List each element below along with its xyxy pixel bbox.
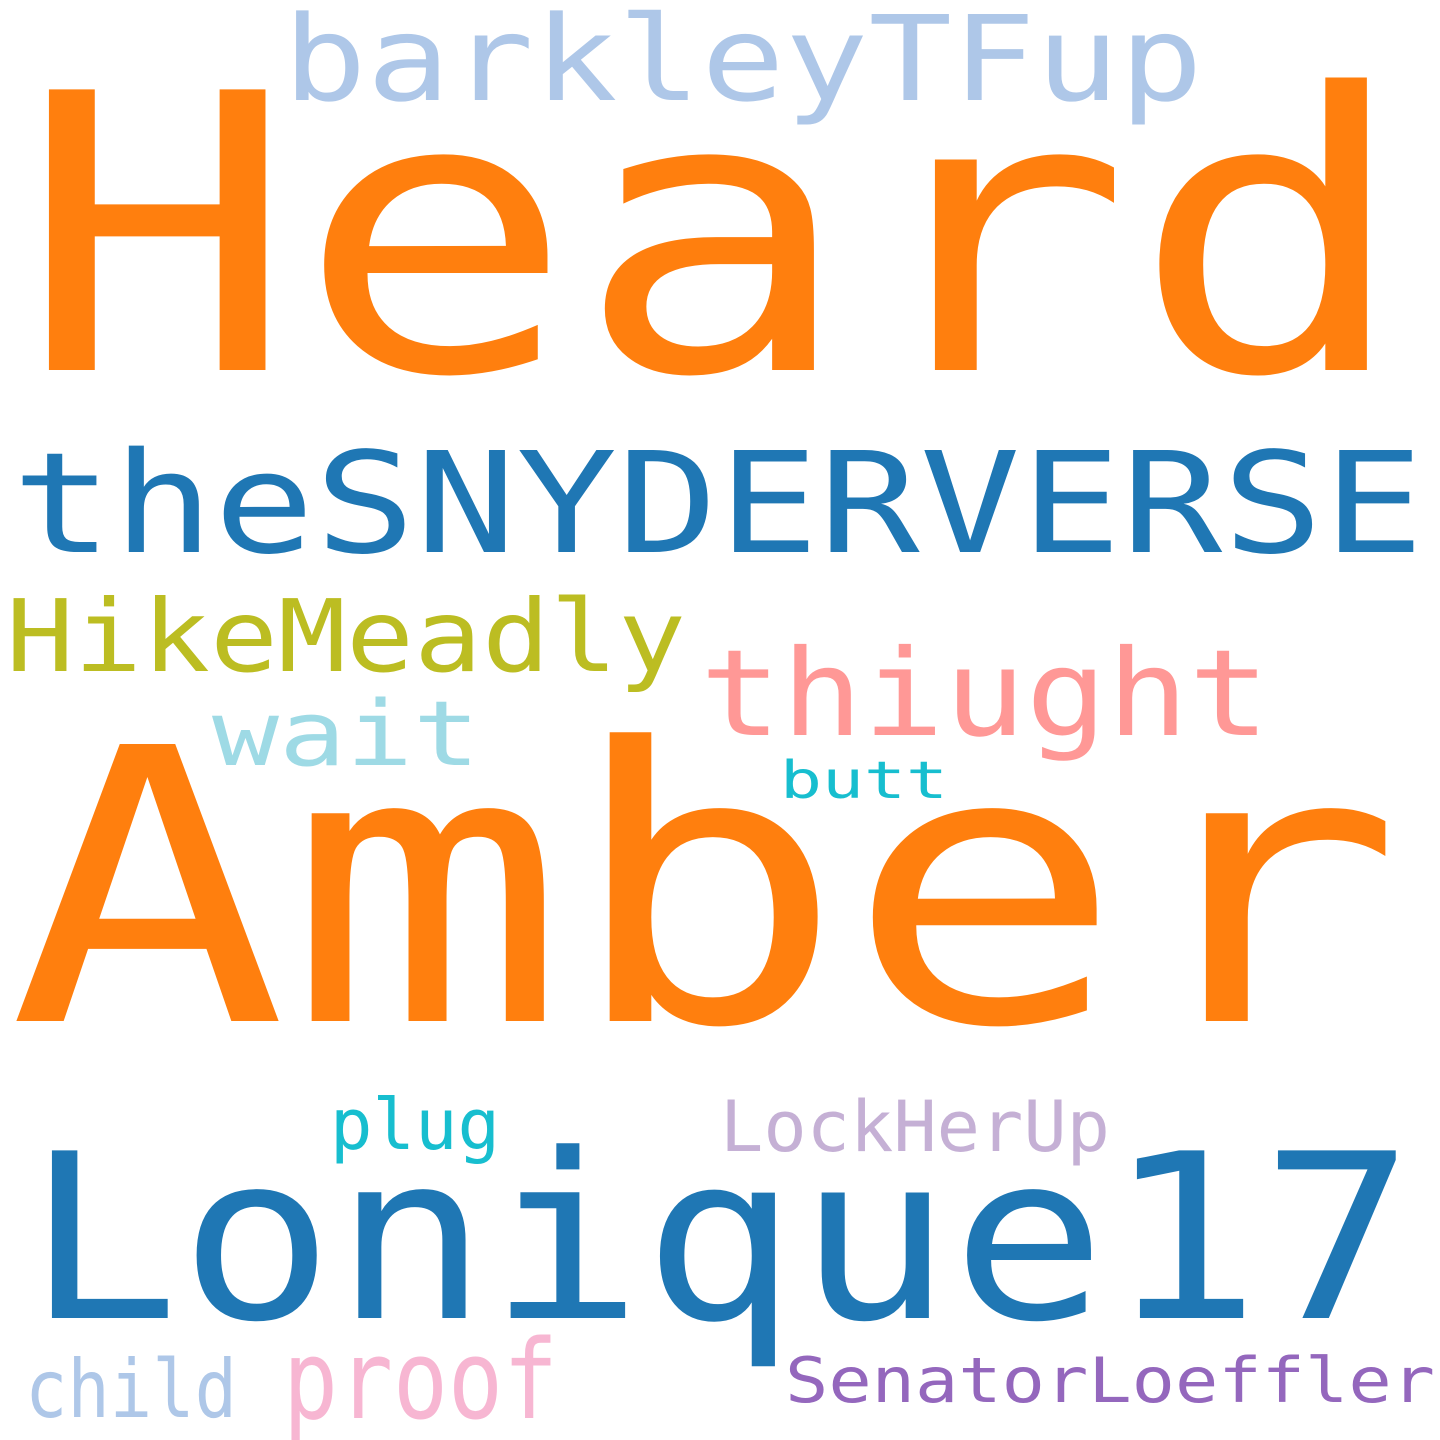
word-wait: wait (212, 690, 480, 780)
word-butt: butt (780, 755, 948, 807)
word-thiught: thiught (700, 635, 1270, 755)
word-thesnyderverse: theSNYDERVERSE (12, 435, 1424, 575)
word-proof: proof (283, 1325, 558, 1435)
word-barkleytfup: barkleyTFup (283, 0, 1203, 118)
word-senatorloeffler: SenatorLoeffler (785, 1350, 1435, 1412)
word-child: child (25, 1350, 237, 1430)
word-plug: plug (330, 1090, 500, 1160)
word-lockherup: LockHerUp (720, 1092, 1110, 1162)
word-hikemeadly: HikeMeadly (6, 587, 686, 687)
